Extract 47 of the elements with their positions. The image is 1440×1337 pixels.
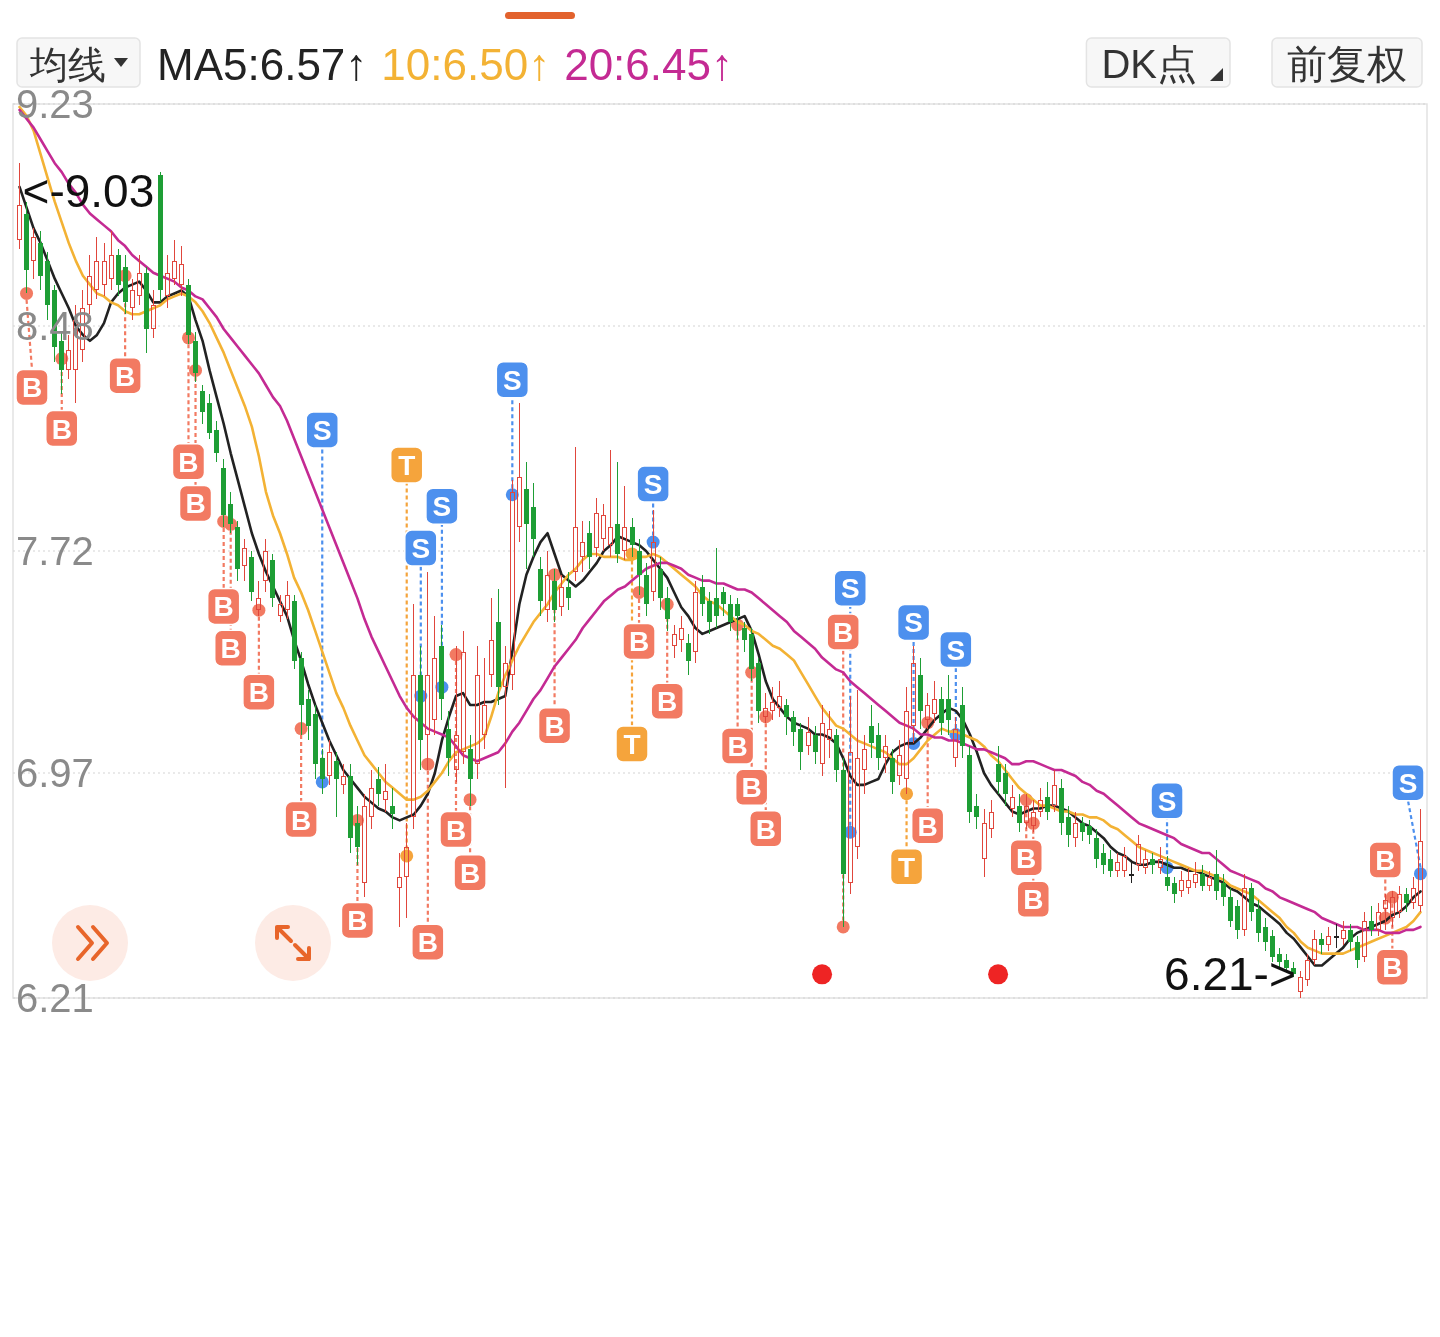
data-label: B <box>628 626 650 658</box>
text: DK点 <box>1101 42 1197 86</box>
data-label: B <box>727 731 748 763</box>
data-label: S <box>946 634 966 666</box>
data-label: B <box>347 905 368 937</box>
data-label: T <box>898 851 916 883</box>
data-label: S <box>643 469 663 501</box>
text: 20:6.45↑ <box>564 40 733 89</box>
data-label: B <box>220 633 241 665</box>
data-label: B <box>1016 842 1037 874</box>
text: MA5:6.57↑ <box>157 40 368 89</box>
data-label: B <box>417 927 438 959</box>
data-label: T <box>623 728 641 760</box>
y-tick-label: 6.21 <box>16 976 94 1020</box>
data-label: B <box>741 772 762 804</box>
data-label: B <box>248 677 269 709</box>
y-tick-label: 6.97 <box>16 751 94 796</box>
data-label: S <box>312 414 332 446</box>
data-label: B <box>51 413 72 445</box>
annotation: 6.21-> <box>1164 948 1296 1000</box>
data-label: B <box>1375 845 1396 877</box>
data-label: S <box>840 573 860 605</box>
data-label: B <box>917 810 938 842</box>
data-label: S <box>502 364 522 396</box>
data-label: B <box>833 616 854 648</box>
data-label: B <box>185 488 206 520</box>
y-tick-label: 7.72 <box>16 529 94 573</box>
text: 前复权 <box>1287 42 1407 86</box>
data-label: B <box>213 591 234 623</box>
data-label: B <box>544 710 565 742</box>
data-label: B <box>291 804 312 836</box>
text: 10:6.50↑ <box>381 40 551 89</box>
data-label: B <box>1023 884 1044 916</box>
data-label: T <box>398 449 416 481</box>
data-label: B <box>1382 952 1403 984</box>
data-label: B <box>21 372 43 404</box>
data-label: B <box>755 813 776 845</box>
data-label: B <box>657 686 678 718</box>
data-label: S <box>411 533 431 565</box>
data-label: B <box>445 814 467 846</box>
data-label: B <box>115 360 136 392</box>
data-label: S <box>904 607 923 639</box>
data-label: S <box>432 491 452 523</box>
data-label: B <box>459 857 481 889</box>
data-label: B <box>178 446 199 478</box>
data-label: S <box>1157 785 1177 817</box>
data-label: S <box>1398 767 1418 799</box>
